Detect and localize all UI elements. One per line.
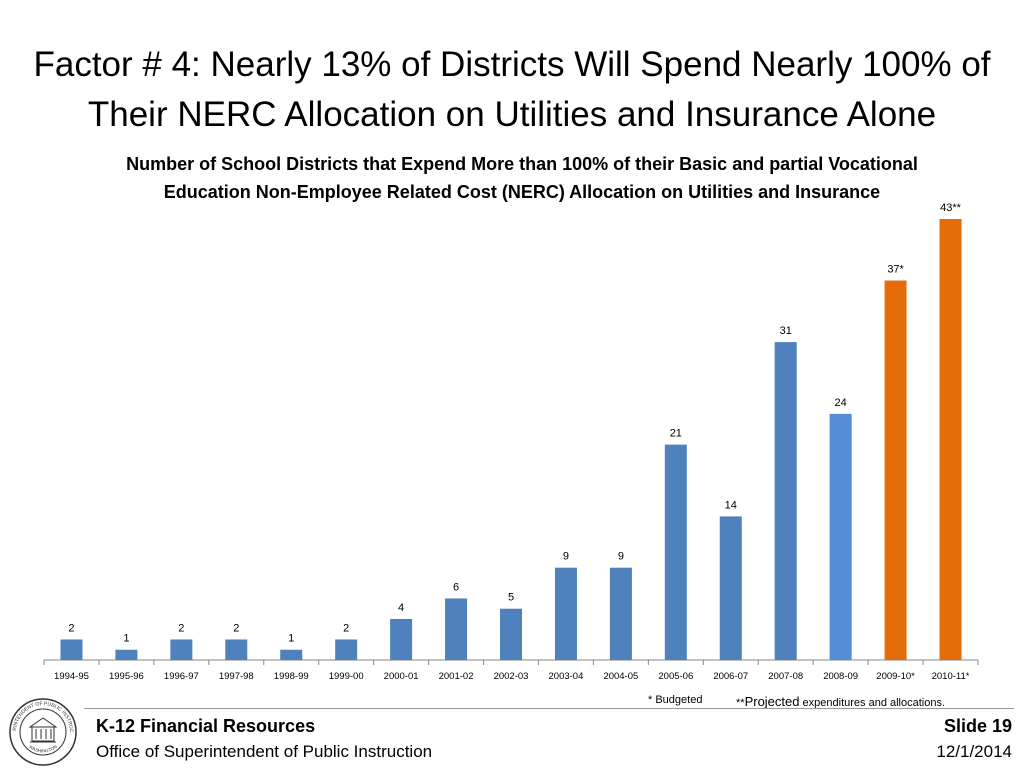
x-tick-label: 2005-06	[658, 671, 693, 682]
x-tick-label: 1994-95	[54, 671, 89, 682]
data-label: 6	[453, 581, 459, 593]
bar	[829, 413, 852, 660]
x-tick-label: 2008-09	[823, 671, 858, 682]
slide-title: Factor # 4: Nearly 13% of Districts Will…	[33, 45, 991, 134]
bar	[170, 639, 193, 660]
bar	[554, 567, 577, 660]
data-label: 2	[178, 622, 184, 634]
data-label: 1	[288, 633, 294, 645]
bar	[60, 639, 83, 660]
ospi-seal-logo: SUPERINTENDENT OF PUBLIC INSTRUCTION WAS…	[8, 697, 77, 766]
footnote-budgeted: * Budgeted	[648, 694, 703, 706]
bar-chart: 2 1994-95 1 1995-96 2 1996-97 2 1997-98 1 1998-99…	[43, 202, 979, 682]
bar	[939, 219, 962, 660]
bar	[280, 649, 303, 660]
footnote-projected-word: Projected	[744, 694, 800, 709]
data-label: 21	[670, 428, 682, 440]
footer-org-title: K-12 Financial Resources	[96, 716, 316, 736]
data-label: 14	[725, 499, 737, 511]
x-tick-label: 2000-01	[384, 671, 419, 682]
x-tick-label: 2002-03	[494, 671, 529, 682]
bar	[500, 608, 522, 660]
x-tick-label: 2007-08	[768, 671, 803, 682]
data-label: 24	[835, 397, 847, 409]
x-tick-label: 2001-02	[439, 671, 474, 682]
bar	[664, 444, 687, 660]
x-tick-label: 2009-10*	[876, 671, 915, 682]
bar	[609, 567, 632, 660]
bar	[335, 639, 358, 660]
x-tick-label: 2003-04	[549, 671, 584, 682]
x-tick-label: 2006-07	[713, 671, 748, 682]
data-label: 9	[618, 551, 624, 563]
bar	[445, 598, 468, 660]
bar	[719, 516, 742, 660]
data-label: 4	[398, 602, 404, 614]
bar	[115, 649, 138, 660]
footnote-projected: **Projected expenditures and allocations…	[736, 694, 945, 709]
chart-title: Number of School Districts that Expend M…	[126, 154, 918, 202]
data-label: 1	[123, 633, 129, 645]
data-label: 2	[68, 622, 74, 634]
data-label: 2	[343, 622, 349, 634]
data-label: 43**	[940, 202, 962, 214]
data-label: 2	[233, 622, 239, 634]
svg-text:WASHINGTON: WASHINGTON	[28, 744, 58, 753]
bar	[225, 639, 248, 660]
bar	[390, 618, 413, 660]
footer-date: 12/1/2014	[936, 742, 1012, 761]
footer-slide-number: Slide 19	[943, 716, 1012, 736]
bar	[774, 342, 797, 660]
data-label: 31	[780, 325, 792, 337]
bar	[884, 280, 907, 660]
footnote-projected-rest: expenditures and allocations.	[799, 697, 946, 709]
footnote-projected-prefix: **	[736, 697, 745, 709]
data-label: 37*	[887, 264, 904, 276]
x-tick-label: 1998-99	[274, 671, 309, 682]
footer-org-subtitle: Office of Superintendent of Public Instr…	[96, 742, 433, 761]
footer-divider	[84, 708, 1014, 709]
x-tick-label: 1997-98	[219, 671, 254, 682]
x-tick-label: 1995-96	[109, 671, 144, 682]
data-label: 5	[508, 592, 514, 604]
x-tick-label: 2004-05	[603, 671, 638, 682]
x-tick-label: 2010-11*	[932, 671, 970, 682]
data-label: 9	[563, 551, 569, 563]
x-tick-label: 1996-97	[164, 671, 199, 682]
x-tick-label: 1999-00	[329, 671, 364, 682]
